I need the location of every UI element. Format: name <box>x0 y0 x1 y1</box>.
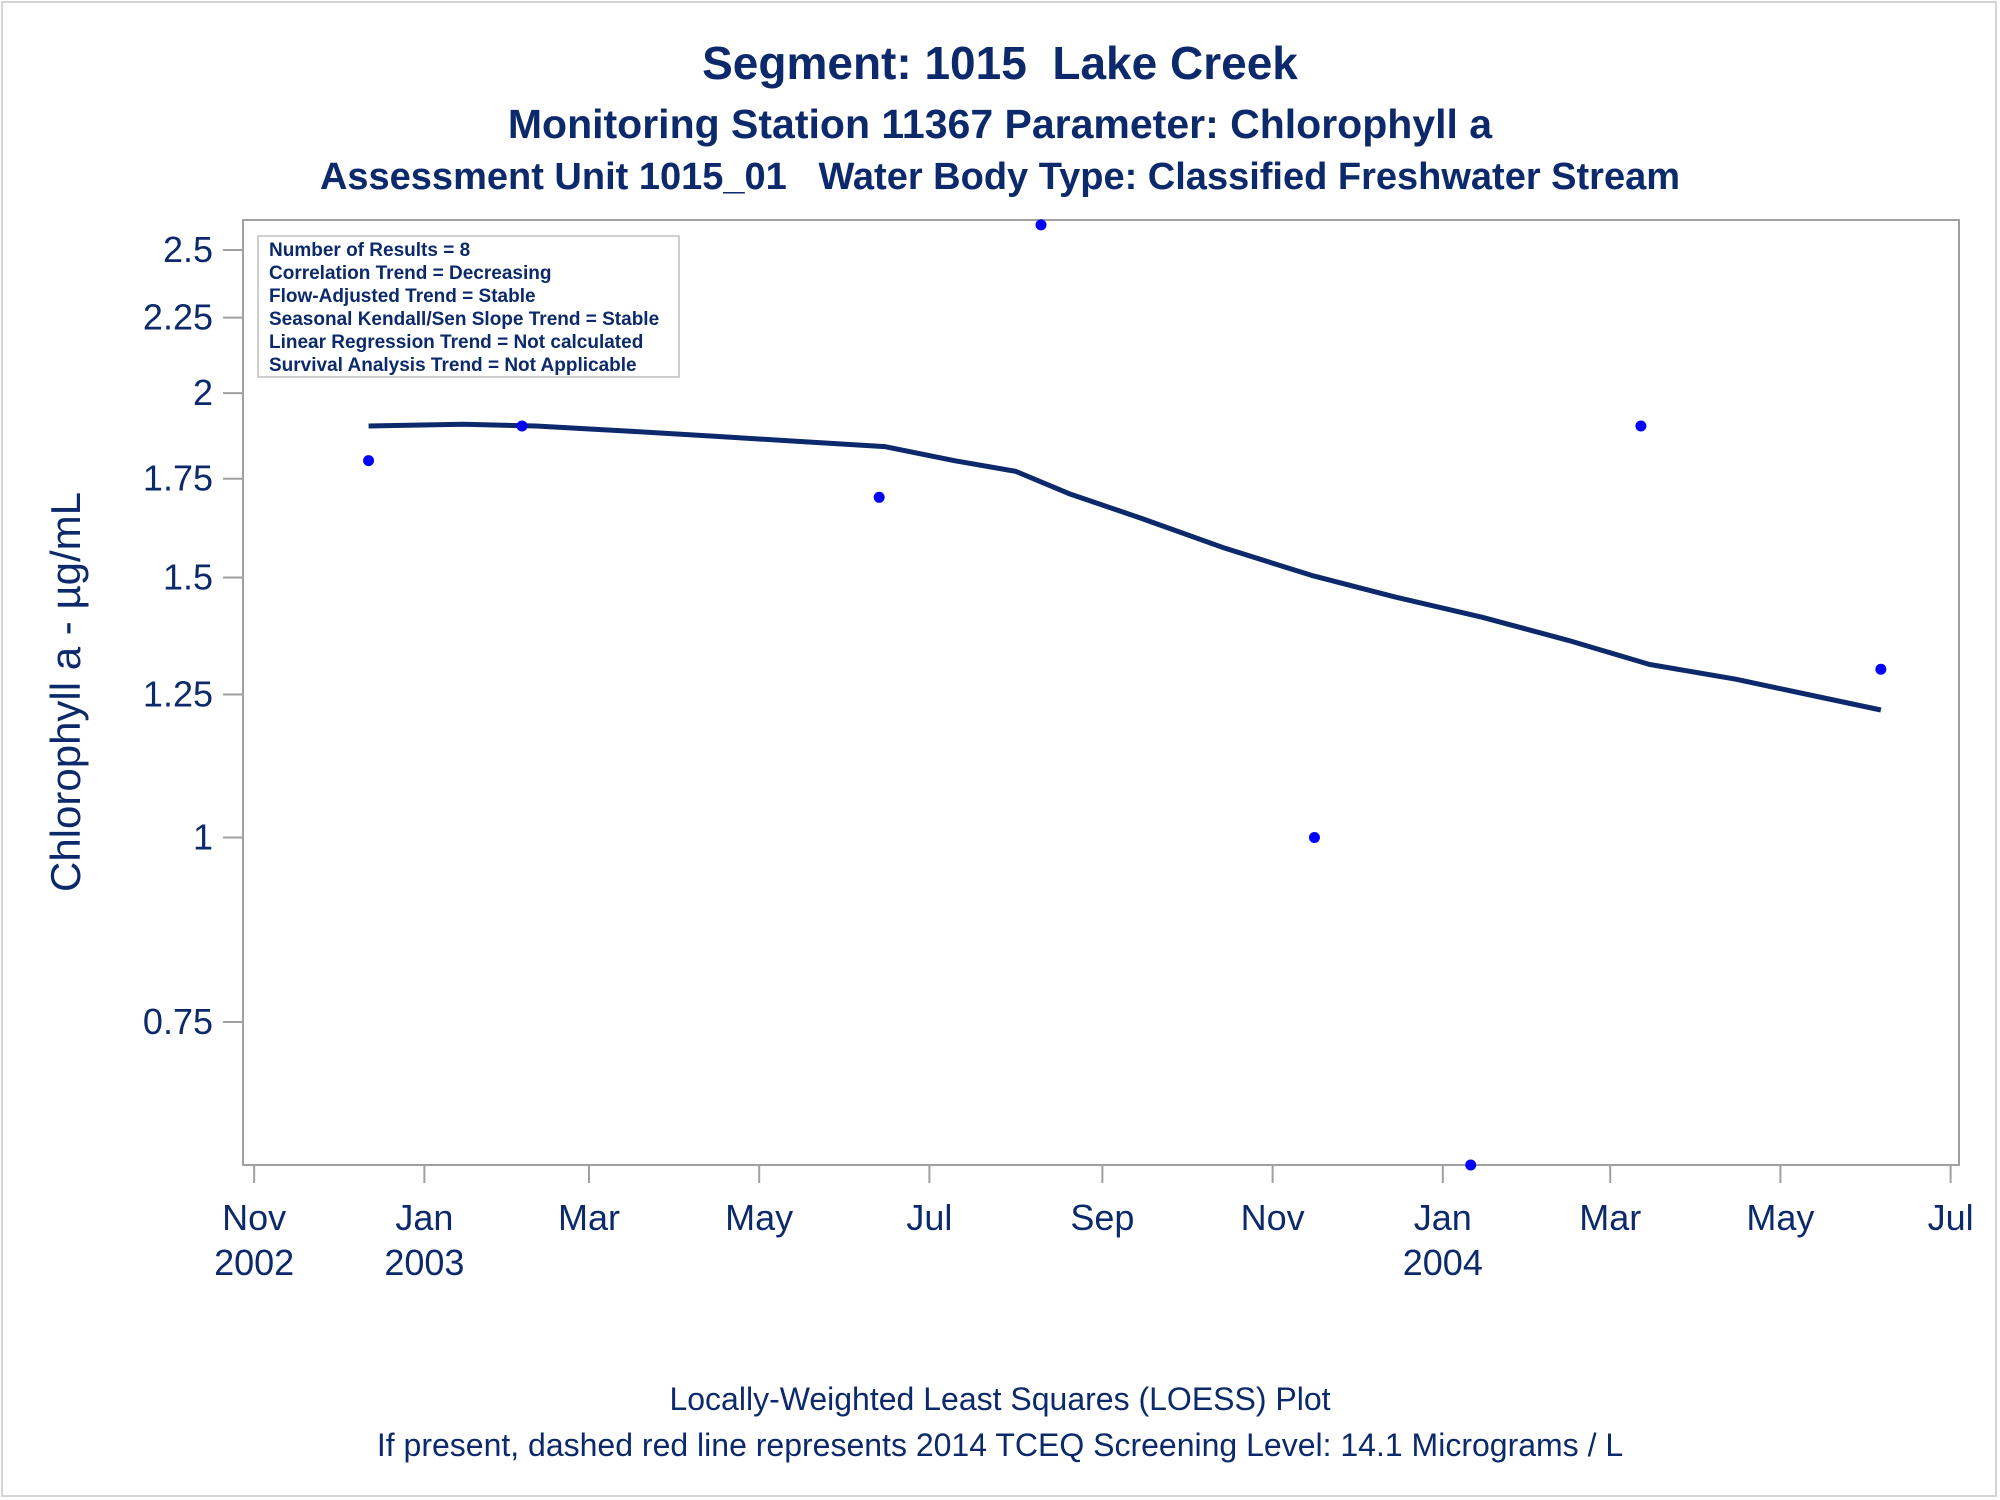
x-tick-label-month: Jul <box>1928 1197 1974 1238</box>
data-point <box>1465 1159 1477 1171</box>
y-axis: 0.75 1 1.25 1.5 1.75 2 2.25 2.5 <box>143 229 243 1042</box>
y-axis-label: Chlorophyll a - µg/mL <box>42 492 89 892</box>
y-tick-label: 0.75 <box>143 1001 213 1042</box>
x-tick-label-month: Nov <box>1241 1197 1305 1238</box>
y-tick-label: 2.25 <box>143 297 213 338</box>
data-point <box>363 455 375 467</box>
x-tick-label-year: 2004 <box>1403 1242 1483 1283</box>
data-point <box>1635 420 1647 432</box>
stats-legend-line: Seasonal Kendall/Sen Slope Trend = Stabl… <box>269 309 659 330</box>
y-tick-label: 2.5 <box>163 229 213 270</box>
x-tick-label-month: Sep <box>1070 1197 1134 1238</box>
stats-legend-line: Flow-Adjusted Trend = Stable <box>269 286 536 307</box>
points-layer <box>363 219 1887 1171</box>
stats-legend-line: Number of Results = 8 <box>269 240 470 261</box>
y-tick-label: 1 <box>193 817 213 858</box>
data-point <box>1875 663 1887 675</box>
chart-title: Segment: 1015 Lake Creek <box>702 37 1298 89</box>
x-tick-label-month: Jul <box>906 1197 952 1238</box>
data-point <box>1035 219 1047 231</box>
x-tick-label-year: 2002 <box>214 1242 294 1283</box>
x-tick-label-month: May <box>1746 1197 1814 1238</box>
y-tick-label: 2 <box>193 372 213 413</box>
loess-layer <box>368 421 1882 713</box>
plot-area <box>242 219 1960 1166</box>
y-tick-label: 1.75 <box>143 458 213 499</box>
x-tick-label-month: Jan <box>395 1197 453 1238</box>
data-point <box>516 420 528 432</box>
chart-subtitle-station: Monitoring Station 11367 Parameter: Chlo… <box>507 101 1493 147</box>
x-tick-label-month: Mar <box>1579 1197 1641 1238</box>
x-tick-label-month: May <box>725 1197 793 1238</box>
stats-legend-line: Survival Analysis Trend = Not Applicable <box>269 355 637 376</box>
x-tick-label-month: Nov <box>222 1197 286 1238</box>
footnote-loess: Locally-Weighted Least Squares (LOESS) P… <box>669 1381 1331 1417</box>
stats-legend-box <box>257 235 680 378</box>
x-tick-label-month: Mar <box>558 1197 620 1238</box>
y-tick-label: 1.5 <box>163 557 213 598</box>
stats-legend-line: Linear Regression Trend = Not calculated <box>269 332 643 353</box>
data-point <box>1308 832 1320 844</box>
chart-subtitle-assessment: Assessment Unit 1015_01 Water Body Type:… <box>319 156 1681 198</box>
x-tick-label-year: 2003 <box>384 1242 464 1283</box>
data-point <box>873 491 885 503</box>
x-tick-label-month: Jan <box>1414 1197 1472 1238</box>
footnote-screening-level: If present, dashed red line represents 2… <box>376 1427 1624 1463</box>
loess-line <box>368 421 1882 713</box>
y-tick-label: 1.25 <box>143 673 213 714</box>
stats-legend-line: Correlation Trend = Decreasing <box>269 263 551 284</box>
